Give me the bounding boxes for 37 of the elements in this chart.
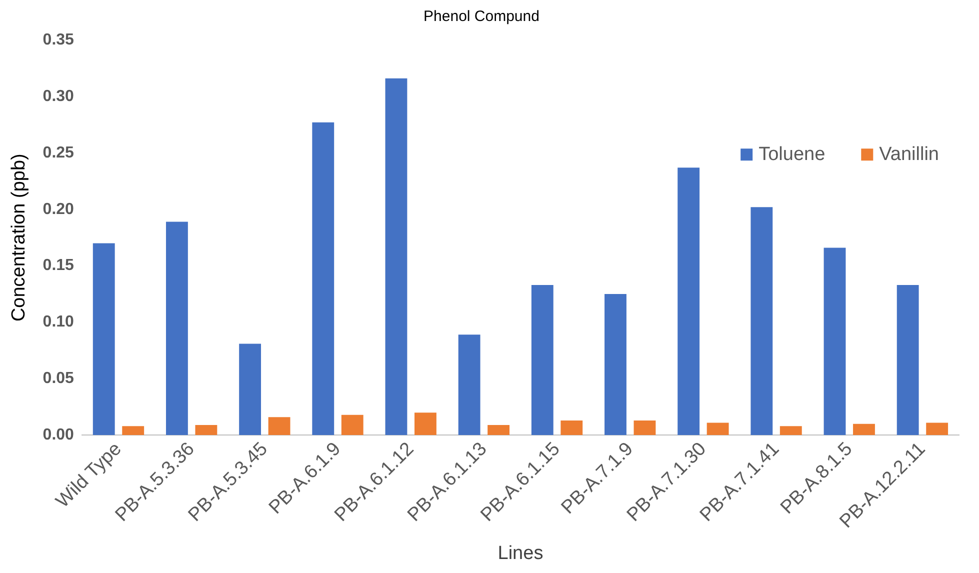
bar [166, 222, 188, 436]
legend-label: Vanillin [879, 144, 940, 165]
bar [750, 207, 773, 436]
bar [634, 420, 656, 436]
y-tick-label: 0.05 [42, 370, 74, 388]
bar [268, 417, 290, 436]
bar [385, 78, 408, 436]
chart-title: Phenol Compund [424, 8, 540, 26]
bar [926, 422, 948, 436]
bar [92, 243, 115, 436]
bar [780, 426, 802, 436]
y-tick-label: 0.15 [42, 257, 74, 274]
bar [458, 334, 480, 436]
bar [488, 425, 510, 436]
y-tick-label: 0.00 [42, 426, 74, 444]
bar [678, 168, 700, 436]
bar [122, 426, 144, 436]
bar [604, 294, 626, 436]
bar [312, 122, 334, 436]
bar [896, 285, 919, 436]
bar [531, 285, 554, 436]
bar [706, 422, 729, 436]
y-tick-label: 0.25 [42, 144, 74, 162]
y-axis-title: Concentration (ppb) [8, 154, 30, 322]
y-tick-label: 0.10 [42, 314, 74, 331]
x-axis-title: Lines [498, 542, 544, 564]
y-tick-label: 0.30 [42, 88, 74, 105]
bar [560, 420, 583, 436]
bar [239, 344, 262, 436]
bar [341, 414, 364, 436]
bar [853, 424, 875, 436]
bar [824, 248, 846, 436]
bar [414, 412, 436, 436]
y-tick-label: 0.20 [42, 200, 74, 218]
y-tick-label: 0.35 [42, 31, 74, 48]
bar [195, 425, 218, 436]
legend-label: Toluene [758, 144, 826, 165]
